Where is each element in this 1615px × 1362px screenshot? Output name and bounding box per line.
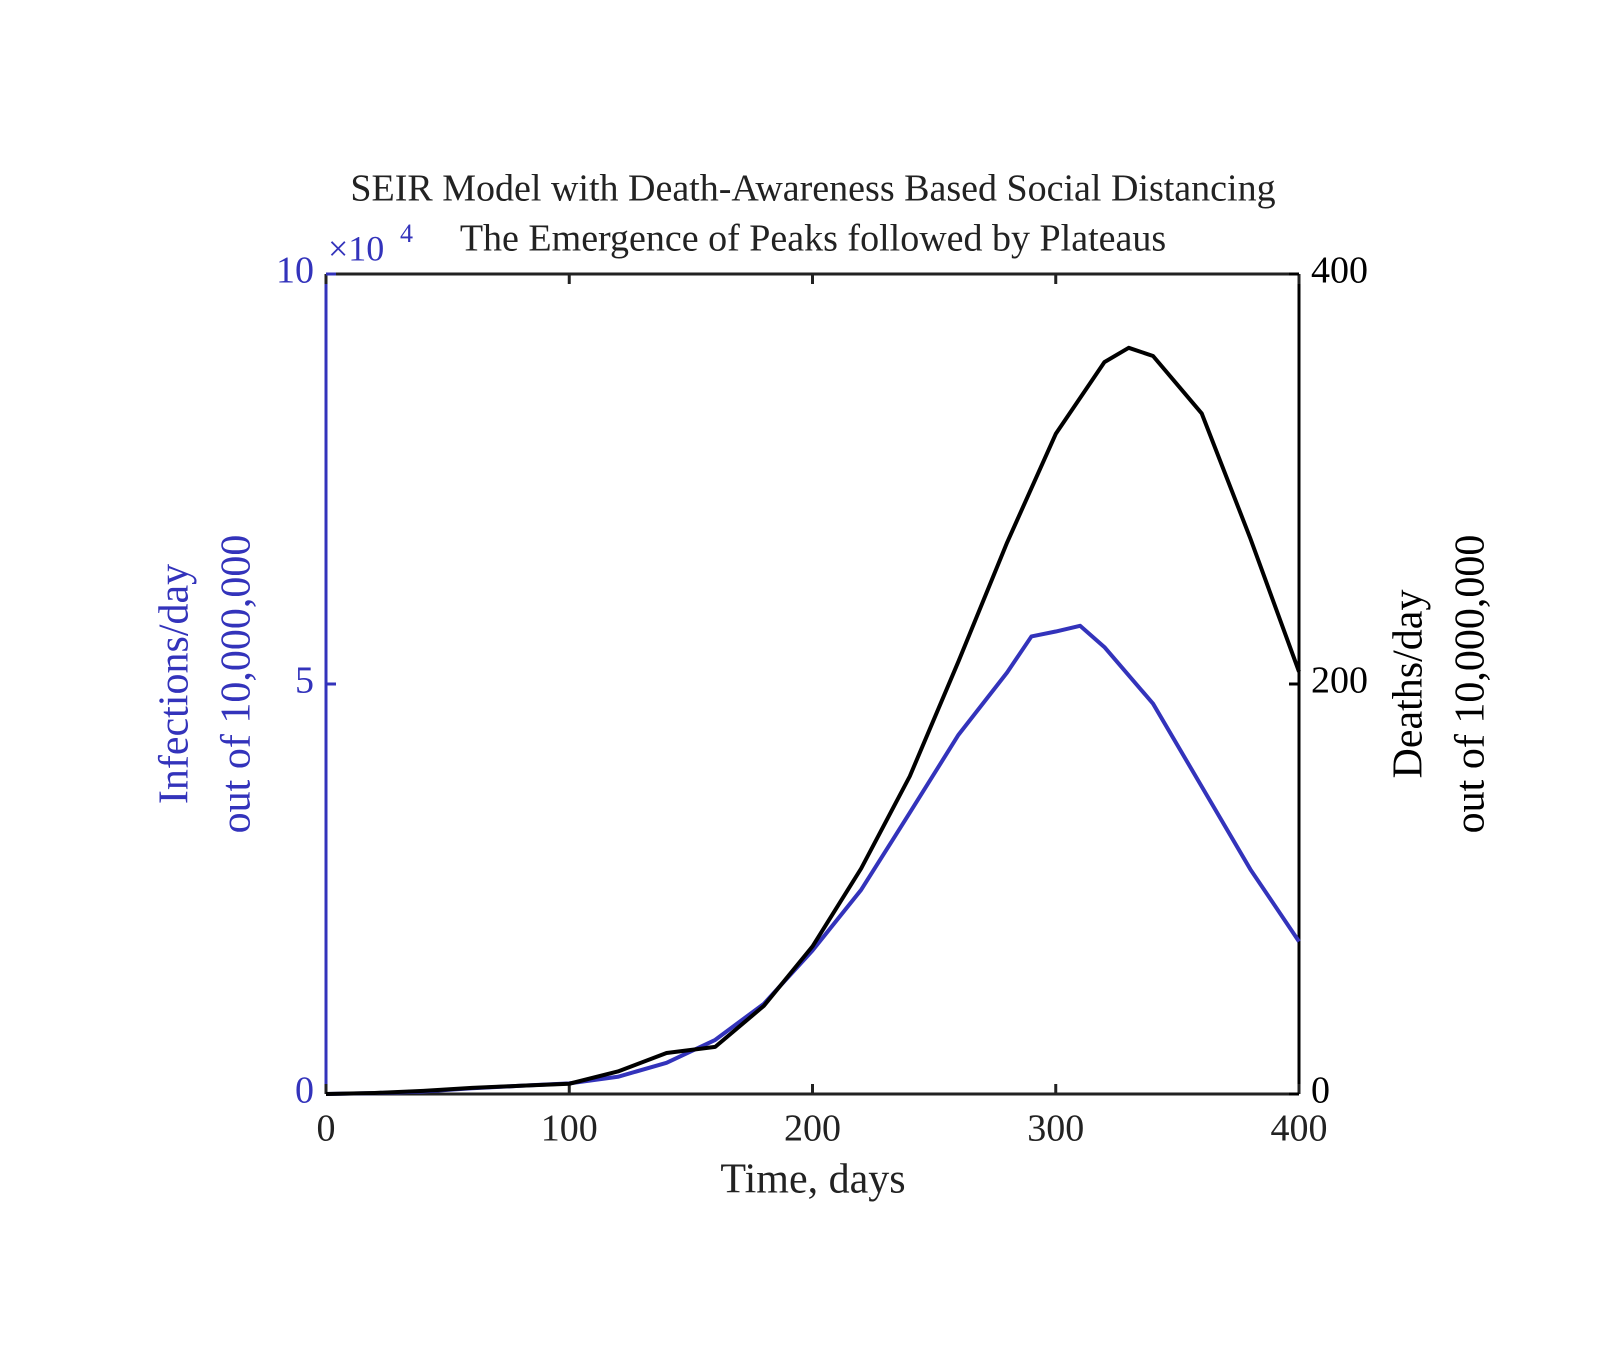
series-line [325, 623, 1301, 1096]
y2-tick-label: 400 [1311, 250, 1368, 292]
y-axis-label: Infections/day [152, 564, 198, 804]
x-tick-label: 400 [1271, 1108, 1328, 1150]
y2-tick-label: 200 [1311, 660, 1368, 702]
series-line [325, 345, 1301, 1096]
y2-tick-label: 0 [1311, 1070, 1330, 1112]
x-tick-label: 300 [1027, 1108, 1084, 1150]
x-tick-label: 0 [317, 1108, 336, 1150]
chart-title: SEIR Model with Death-Awareness Based So… [350, 168, 1275, 210]
x-tick-label: 200 [784, 1108, 841, 1150]
y-tick-label: 10 [276, 250, 314, 292]
y-tick-label: 5 [295, 660, 314, 702]
y-tick-label: 0 [295, 1070, 314, 1112]
y-multiplier-exponent: 4 [400, 219, 413, 248]
x-axis-label: Time, days [720, 1157, 905, 1203]
y-axis-label: out of 10,000,000 [214, 535, 260, 834]
y2-axis-label: Deaths/day [1386, 590, 1432, 779]
y-multiplier: ×10 [328, 228, 384, 268]
chart-subtitle: The Emergence of Peaks followed by Plate… [460, 218, 1166, 260]
x-tick-label: 100 [541, 1108, 598, 1150]
y2-axis-label: out of 10,000,000 [1448, 535, 1494, 834]
